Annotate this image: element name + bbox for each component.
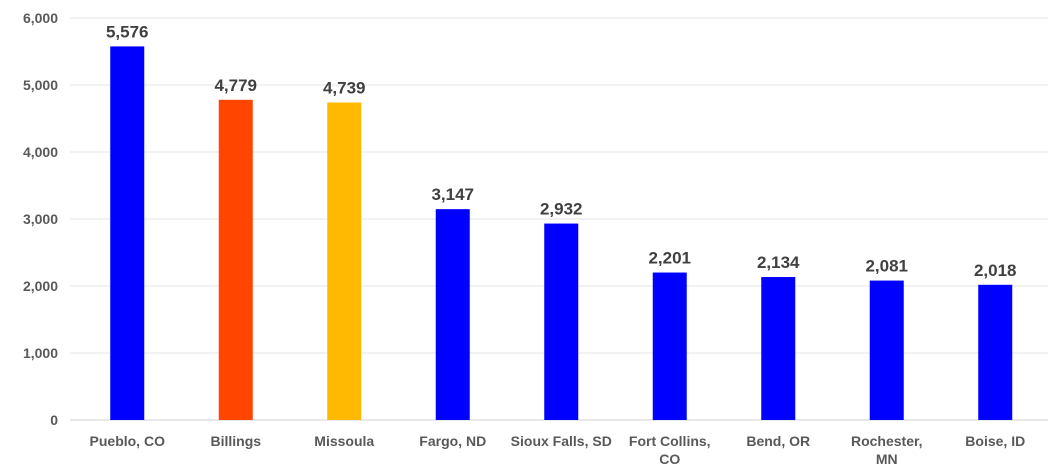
y-tick-label: 0	[50, 412, 58, 428]
data-label: 2,201	[648, 249, 691, 268]
data-label: 3,147	[431, 185, 474, 204]
x-category-label: MN	[876, 451, 898, 467]
x-category-label: CO	[659, 451, 680, 467]
bar	[327, 102, 362, 420]
bar	[652, 272, 687, 420]
data-labels: 5,576 4,779 4,739 3,147 2,932 2,201 2,134 2,081…	[106, 22, 1017, 279]
data-label: 5,576	[106, 22, 149, 41]
x-category-label: Billings	[210, 433, 261, 449]
x-category-label: Fort Collins,	[629, 433, 711, 449]
data-label: 2,134	[757, 253, 800, 272]
x-category-label: Boise, ID	[965, 433, 1025, 449]
bar	[978, 284, 1013, 420]
data-label: 4,779	[214, 76, 257, 95]
y-tick-label: 1,000	[23, 345, 58, 361]
bar	[435, 209, 470, 420]
data-label: 4,739	[323, 78, 366, 97]
bar	[761, 277, 796, 420]
data-label: 2,018	[974, 261, 1017, 280]
bar	[110, 46, 145, 421]
bar	[544, 223, 579, 420]
x-axis-category-labels: Pueblo, CO Billings Missoula Fargo, ND Sioux…	[90, 433, 1026, 467]
y-tick-label: 4,000	[23, 144, 58, 160]
x-category-label: Sioux Falls, SD	[511, 433, 612, 449]
y-tick-label: 2,000	[23, 278, 58, 294]
y-tick-label: 6,000	[23, 10, 58, 26]
y-axis-tick-labels: 0 1,000 2,000 3,000 4,000 5,000 6,000	[23, 10, 58, 428]
x-category-label: Bend, OR	[746, 433, 810, 449]
y-tick-label: 3,000	[23, 211, 58, 227]
y-tick-label: 5,000	[23, 77, 58, 93]
x-category-label: Fargo, ND	[419, 433, 486, 449]
bars	[110, 46, 1013, 421]
data-label: 2,932	[540, 200, 583, 219]
data-label: 2,081	[865, 257, 908, 276]
x-category-label: Missoula	[314, 433, 374, 449]
bar	[869, 280, 904, 420]
bar	[218, 99, 253, 420]
x-category-label: Rochester,	[851, 433, 923, 449]
x-category-label: Pueblo, CO	[90, 433, 166, 449]
